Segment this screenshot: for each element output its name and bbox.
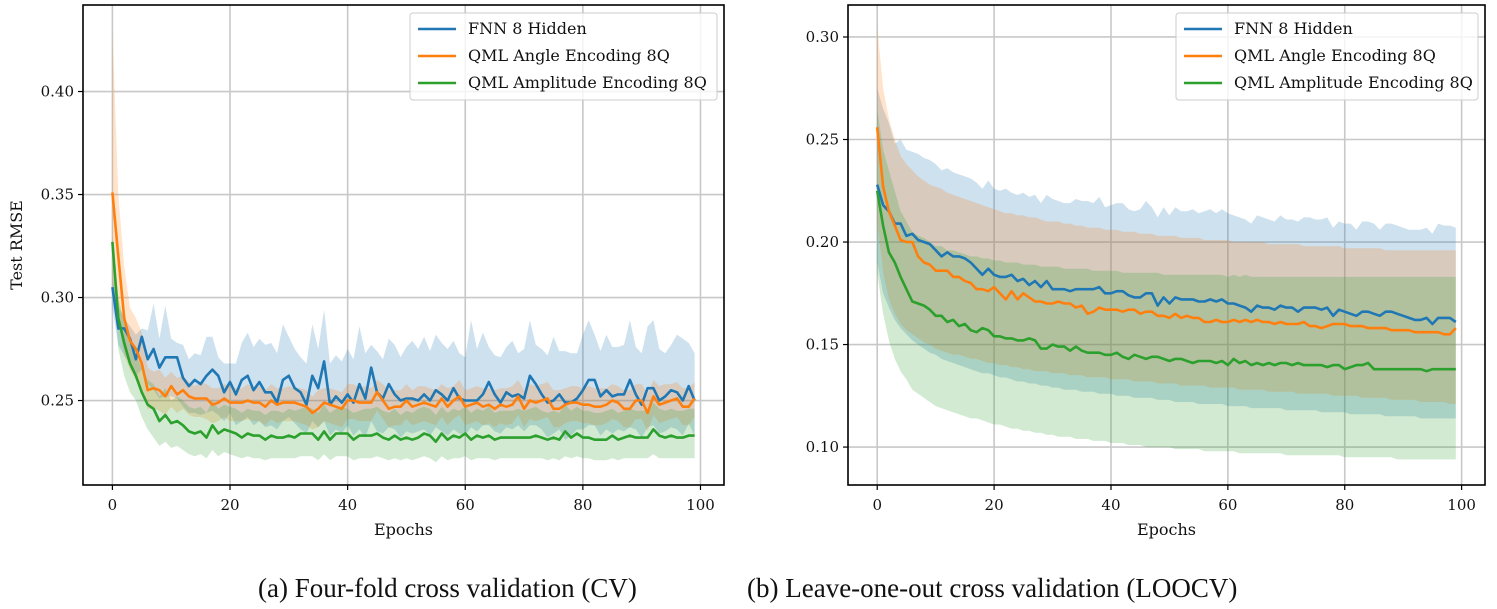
legend-label: QML Amplitude Encoding 8Q — [468, 73, 707, 92]
chart-cv: 0 20 40 60 80 100 0.25 0.30 0.35 0.40 Epochs Test R… — [7, 4, 725, 539]
axes-frame — [847, 4, 1486, 486]
chart-loocv: 0 20 40 60 80 100 0.10 0.15 0.20 0.25 0.30 Epochs FN… — [806, 4, 1486, 539]
y-tick-label: 0.30 — [41, 289, 74, 307]
y-tick-label: 0.35 — [41, 186, 74, 204]
series-line-qml-amplitude-encoding-8q — [875, 190, 1456, 373]
x-tick-label: 40 — [1101, 496, 1120, 514]
axes-frame — [82, 4, 725, 486]
x-tick-label: 20 — [985, 496, 1004, 514]
x-tick-label: 80 — [573, 496, 592, 514]
x-tick-label: 80 — [1335, 496, 1354, 514]
legend-label: QML Angle Encoding 8Q — [468, 46, 670, 65]
x-tick-label: 60 — [456, 496, 475, 514]
y-axis-label: Test RMSE — [7, 200, 26, 290]
legend-label: FNN 8 Hidden — [468, 19, 587, 38]
y-tick-label: 0.15 — [806, 336, 839, 354]
caption-loocv: (b) Leave-one-out cross validation (LOOC… — [747, 573, 1238, 603]
caption-cv: (a) Four-fold cross validation (CV) — [258, 573, 637, 603]
x-tick-label: 100 — [686, 496, 715, 514]
x-tick-label: 20 — [220, 496, 239, 514]
y-tick-label: 0.20 — [806, 233, 839, 251]
x-axis-label: Epochs — [1137, 520, 1196, 539]
x-tick-label: 40 — [338, 496, 357, 514]
band-qml-amplitude-encoding-8q — [877, 108, 1456, 460]
series-line-qml-angle-encoding-8q — [111, 192, 696, 415]
y-tick-label: 0.25 — [41, 392, 74, 410]
series-line-fnn-8-hidden — [875, 184, 1457, 326]
y-tick-label: 0.40 — [41, 83, 74, 101]
x-tick-label: 60 — [1218, 496, 1237, 514]
y-tick-label: 0.10 — [806, 438, 839, 456]
legend-box — [409, 12, 718, 101]
legend: FNN 8 Hidden QML Angle Encoding 8Q QML Amp… — [1175, 12, 1479, 101]
x-axis-label: Epochs — [374, 520, 433, 539]
series-line-qml-angle-encoding-8q — [875, 127, 1457, 336]
legend-box — [1175, 12, 1479, 101]
figure: 0 20 40 60 80 100 0.25 0.30 0.35 0.40 Epochs Test R… — [7, 4, 1486, 539]
legend-label: QML Amplitude Encoding 8Q — [1234, 73, 1473, 92]
legend-label: QML Angle Encoding 8Q — [1234, 46, 1436, 65]
series-line-fnn-8-hidden — [111, 287, 696, 407]
legend-label: FNN 8 Hidden — [1234, 19, 1353, 38]
band-qml-angle-encoding-8q — [112, 29, 695, 432]
y-tick-label: 0.30 — [806, 28, 839, 46]
x-tick-label: 100 — [1447, 496, 1476, 514]
band-qml-angle-encoding-8q — [877, 26, 1456, 404]
x-tick-label: 0 — [872, 496, 882, 514]
y-tick-label: 0.25 — [806, 131, 839, 149]
legend: FNN 8 Hidden QML Angle Encoding 8Q QML Amp… — [409, 12, 718, 101]
band-qml-amplitude-encoding-8q — [112, 235, 695, 463]
series-line-qml-amplitude-encoding-8q — [111, 241, 695, 444]
band-fnn-8-hidden — [877, 88, 1456, 419]
x-tick-label: 0 — [108, 496, 118, 514]
